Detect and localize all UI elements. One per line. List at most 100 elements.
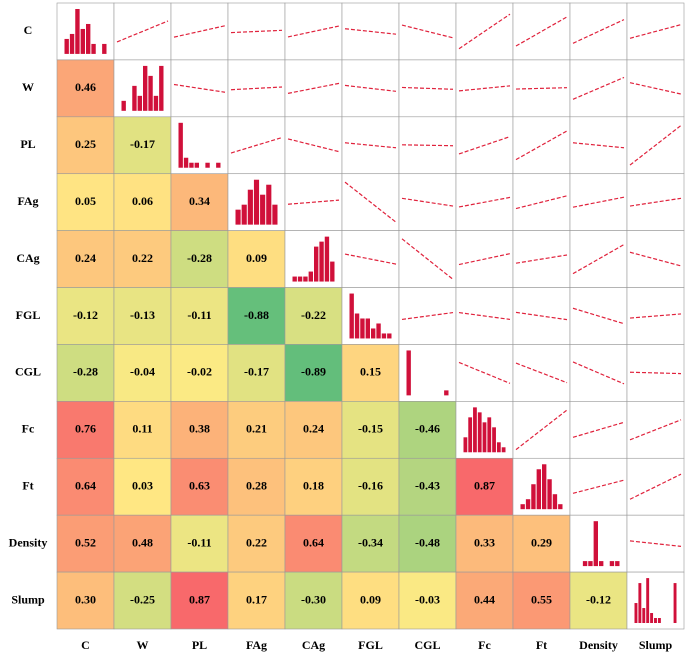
correlation-label: -0.88 (244, 308, 269, 322)
trend-line (515, 16, 568, 47)
trend-line (401, 144, 454, 147)
column-label: Density (579, 638, 618, 652)
trend-line (515, 362, 568, 384)
correlation-cell (113, 287, 172, 345)
correlation-cell (170, 457, 229, 516)
correlation-label: -0.48 (415, 535, 440, 549)
correlation-label: 0.18 (303, 478, 324, 492)
correlation-label: 0.64 (303, 535, 324, 549)
correlation-cell (113, 514, 172, 573)
correlation-label: -0.28 (187, 251, 212, 265)
correlation-label: 0.22 (132, 251, 153, 265)
row-label: FGL (16, 308, 41, 322)
histogram-bar (387, 333, 392, 339)
histogram-bar (314, 246, 319, 282)
correlation-label: 0.09 (360, 592, 381, 606)
correlation-cell (170, 173, 229, 231)
trend-line (458, 136, 511, 155)
trend-line (458, 196, 511, 208)
correlation-label: -0.11 (187, 535, 211, 549)
correlation-label: -0.04 (130, 365, 155, 379)
histogram-bar (501, 447, 506, 453)
trend-line (458, 361, 511, 384)
correlation-label: 0.06 (132, 194, 153, 208)
correlation-cell (56, 230, 115, 288)
correlation-label: 0.15 (360, 365, 381, 379)
histogram-bar (137, 95, 142, 111)
correlation-label: -0.28 (73, 365, 98, 379)
correlation-label: -0.30 (301, 592, 326, 606)
trend-line (515, 409, 568, 451)
histogram-bar (121, 100, 126, 111)
correlation-label: -0.13 (130, 308, 155, 322)
correlation-cell (170, 514, 229, 573)
correlation-cell (284, 457, 343, 516)
trend-line (629, 124, 682, 166)
histogram-bar (558, 504, 563, 510)
correlation-label: 0.22 (246, 535, 267, 549)
scatter-cell (512, 2, 571, 61)
histogram-bar (69, 33, 75, 54)
histogram-bar (547, 479, 552, 510)
correlation-label: -0.17 (244, 365, 269, 379)
correlation-cell (56, 59, 115, 118)
histogram-bar (638, 583, 642, 623)
histogram-bar (473, 407, 477, 453)
histogram-bar (646, 578, 650, 623)
histogram-bar (260, 194, 266, 225)
trend-line (572, 19, 625, 44)
trend-line (572, 244, 625, 275)
correlation-label: -0.34 (358, 535, 383, 549)
correlation-cell (284, 514, 343, 573)
histogram-bar (266, 184, 272, 225)
histogram-bar (634, 603, 638, 623)
trend-line (116, 20, 169, 43)
trend-line (572, 307, 625, 325)
trend-line (515, 254, 568, 264)
correlation-cell (512, 571, 571, 630)
trend-line (230, 29, 283, 34)
histogram-bar (552, 494, 558, 510)
correlation-cell (455, 457, 514, 516)
histogram-bar (673, 583, 677, 623)
correlation-cell (170, 230, 229, 288)
trend-line (401, 86, 454, 90)
correlation-label: 0.24 (303, 422, 324, 436)
histogram-bar (525, 499, 531, 510)
correlation-label: -0.02 (187, 365, 212, 379)
histogram-bar (189, 162, 194, 168)
correlation-cell (512, 514, 571, 573)
histogram-bar (143, 65, 148, 111)
correlation-label: 0.11 (132, 422, 152, 436)
histogram-bar (582, 561, 588, 567)
trend-line (458, 85, 511, 92)
histogram-bar (324, 236, 330, 282)
correlation-cell (227, 401, 286, 459)
correlation-label: 0.38 (189, 422, 210, 436)
histogram-bar (319, 241, 324, 282)
histogram-bar (272, 204, 278, 225)
histogram-bar (75, 9, 80, 54)
correlation-label: -0.22 (301, 308, 326, 322)
correlation-cell (170, 287, 229, 345)
trend-line (173, 83, 226, 93)
correlation-cell (227, 514, 286, 573)
correlation-label: -0.89 (301, 365, 326, 379)
trend-line (629, 313, 682, 319)
histogram-bar (615, 561, 620, 567)
histogram-bar (381, 333, 387, 339)
row-label: C (24, 23, 33, 37)
histogram-bar (376, 323, 381, 339)
correlation-cell (398, 514, 457, 573)
correlation-cell (455, 571, 514, 630)
trend-line (629, 251, 682, 267)
trend-line (230, 136, 283, 154)
column-label: PL (192, 638, 207, 652)
histogram-bar (654, 618, 657, 623)
trend-line (344, 181, 397, 223)
histogram-bar (520, 504, 525, 510)
correlation-label: 0.87 (189, 592, 210, 606)
correlation-cell (170, 571, 229, 630)
histogram-bar (303, 276, 308, 282)
scatter-cell (170, 59, 229, 118)
